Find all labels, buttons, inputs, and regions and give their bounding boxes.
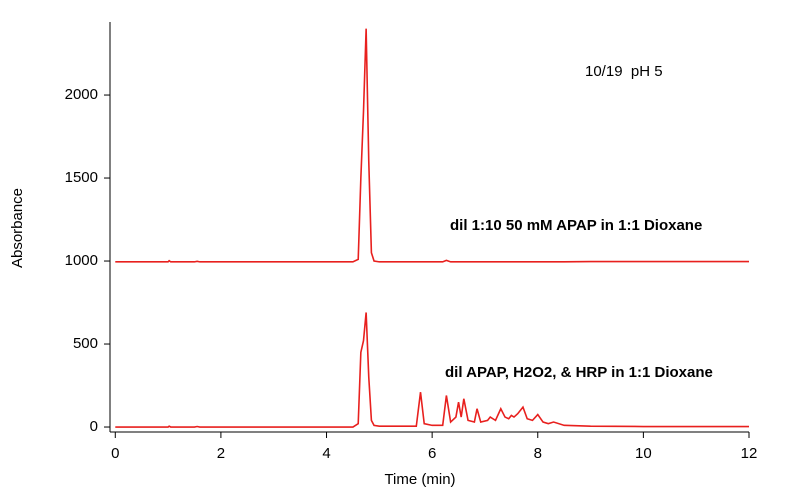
x-tick-label: 10 <box>635 445 652 462</box>
x-tick-label: 12 <box>741 445 758 462</box>
x-tick-label: 2 <box>217 445 225 462</box>
annotation: dil 1:10 50 mM APAP in 1:1 Dioxane <box>450 217 702 234</box>
y-tick-label: 500 <box>73 335 98 352</box>
annotation: dil APAP, H2O2, & HRP in 1:1 Dioxane <box>445 364 713 381</box>
y-tick-label: 1000 <box>65 252 98 269</box>
x-axis-label: Time (min) <box>384 471 455 488</box>
y-tick-label: 2000 <box>65 86 98 103</box>
y-tick-label: 1500 <box>65 169 98 186</box>
series-line <box>115 312 749 428</box>
x-tick-label: 8 <box>534 445 542 462</box>
y-tick-label: 0 <box>90 418 98 435</box>
series-line <box>115 28 749 263</box>
x-tick-label: 0 <box>111 445 119 462</box>
annotation: 10/19 pH 5 <box>585 63 663 80</box>
x-tick-label: 4 <box>322 445 330 462</box>
x-tick-label: 6 <box>428 445 436 462</box>
y-axis-label: Absorbance <box>9 188 26 268</box>
